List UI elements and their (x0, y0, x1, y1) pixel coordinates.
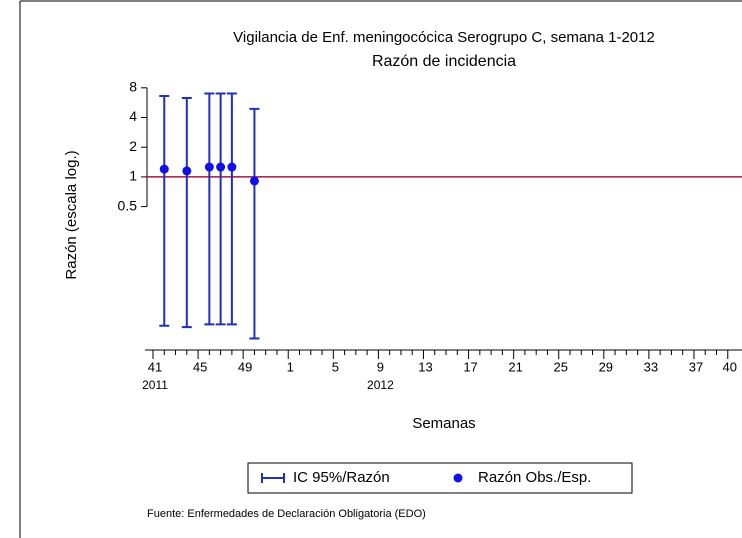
x-tick-label: 5 (332, 359, 339, 374)
x-tick-label: 45 (193, 359, 207, 374)
ratio-point (227, 162, 237, 172)
y-tick-label: 0.5 (118, 197, 138, 213)
x-tick-label: 41 (148, 359, 162, 374)
error-bar (226, 92, 237, 326)
legend-error-icon (261, 473, 285, 483)
legend-label: Razón Obs./Esp. (478, 469, 591, 486)
x-axis-label: Semanas (412, 415, 475, 432)
y-tick-label: 1 (129, 168, 137, 184)
chart-title: Vigilancia de Enf. meningocócica Serogru… (233, 29, 655, 46)
x-tick-label: 49 (238, 359, 252, 374)
x-tick-label: 25 (553, 359, 567, 374)
error-bar (215, 92, 226, 326)
ratio-point (182, 166, 192, 176)
x-tick-label: 13 (418, 359, 432, 374)
year-label: 2012 (367, 378, 394, 392)
error-bar (159, 95, 170, 327)
ratio-point (249, 176, 259, 186)
y-axis-label: Razón (escala log.) (63, 150, 80, 279)
legend-point-icon (453, 473, 463, 483)
chart-subtitle: Razón de incidencia (372, 53, 516, 70)
x-tick-label: 33 (644, 359, 658, 374)
source-note: Fuente: Enfermedades de Declaración Obli… (147, 508, 426, 520)
error-bar (181, 97, 192, 329)
legend-label: IC 95%/Razón (293, 469, 390, 486)
x-tick-label: 21 (508, 359, 522, 374)
x-tick-label: 9 (377, 359, 384, 374)
x-tick-label: 29 (599, 359, 613, 374)
y-tick-label: 2 (129, 138, 137, 154)
x-tick-label: 40 (723, 359, 737, 374)
x-tick-label: 1 (287, 359, 294, 374)
error-bar (204, 92, 215, 326)
x-tick-label: 17 (463, 359, 477, 374)
ratio-point (216, 162, 226, 172)
error-bar (249, 107, 260, 340)
legend-box (247, 462, 633, 494)
y-tick-label: 8 (129, 79, 137, 95)
y-tick-label: 4 (129, 108, 137, 124)
x-tick-label: 37 (689, 359, 703, 374)
ratio-point (159, 164, 169, 174)
ratio-point (204, 162, 214, 172)
year-label: 2011 (142, 378, 168, 392)
